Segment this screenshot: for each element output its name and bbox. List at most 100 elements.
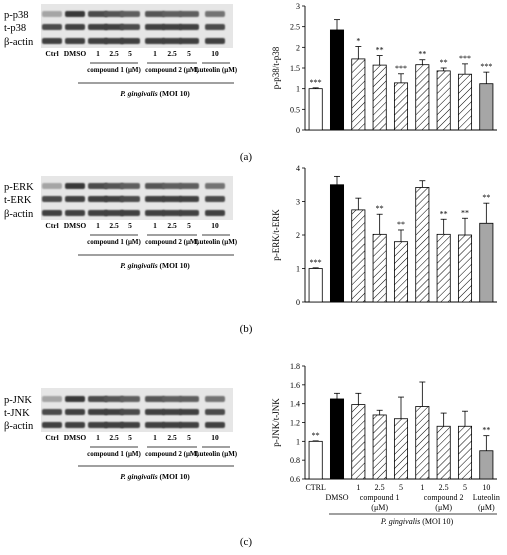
bar xyxy=(308,440,323,480)
blot-band xyxy=(205,11,225,17)
blot-band xyxy=(205,196,225,202)
bar xyxy=(479,83,494,131)
blot-group-label: compound 2 (μM) xyxy=(145,66,199,74)
blot-lane-label: 5 xyxy=(187,221,191,230)
bar xyxy=(351,209,366,303)
blot-lane-label: 10 xyxy=(211,221,219,230)
x-label-dose: 1 xyxy=(356,483,360,492)
significance-marker: *** xyxy=(459,54,471,63)
x-label-group: compound 1 xyxy=(360,493,400,502)
y-tick-label: 0.6 xyxy=(290,475,300,484)
blot-lane-label: DMSO xyxy=(64,49,87,58)
bar xyxy=(329,184,345,303)
y-tick-label: 0 xyxy=(296,298,300,307)
blot-band xyxy=(179,38,199,44)
blot-lane-label: Ctrl xyxy=(45,49,58,58)
blot-group-label: Luteolin (μM) xyxy=(195,238,238,246)
y-tick-label: 2 xyxy=(296,43,300,52)
blot-row-label: t-ERK xyxy=(4,195,32,206)
bar xyxy=(457,234,473,303)
blot-band xyxy=(145,422,165,428)
panel-b-letter: (b) xyxy=(240,323,253,335)
blot-band xyxy=(205,38,225,44)
x-label-dose: 2.5 xyxy=(375,483,385,492)
blot-band xyxy=(145,11,165,17)
blot-band xyxy=(179,183,199,189)
y-tick-label: 3 xyxy=(296,198,300,207)
blot-group-label: compound 1 (μM) xyxy=(87,238,141,246)
bar xyxy=(372,233,387,303)
blot-lane-label: 1 xyxy=(153,49,157,58)
blot-band xyxy=(162,183,182,189)
y-tick-label: 4 xyxy=(296,164,300,173)
blot-lane-label: 2.5 xyxy=(167,221,177,230)
blot-band xyxy=(88,196,108,202)
x-infection-label: P. gingivalis (MOI 10) xyxy=(380,517,454,526)
blot-band xyxy=(65,409,85,415)
blot-lane-label: 10 xyxy=(211,49,219,58)
blot-lane-label: 5 xyxy=(187,49,191,58)
panel-c-western-blot: p-JNK t-JNK β-actin Ctrl DMSO 1 2.5 5 1 2.5 5 10 com… xyxy=(4,388,238,481)
significance-marker: ** xyxy=(440,209,448,218)
blot-infection-label: P. gingivalis (MOI 10) xyxy=(120,261,190,270)
blot-band xyxy=(104,196,124,202)
blot-band xyxy=(65,183,85,189)
blot-band xyxy=(145,210,165,216)
bar xyxy=(393,241,409,303)
blot-lane-label: 1 xyxy=(96,221,100,230)
blot-band xyxy=(104,210,124,216)
blot-band xyxy=(42,196,62,202)
blot-band xyxy=(162,11,182,17)
blot-lane-label: 5 xyxy=(128,221,132,230)
panel-a-bar-chart: 00.511.522.53p-p38/t-p38 ************* ***… xyxy=(271,2,497,135)
blot-infection-label: P. gingivalis (MOI 10) xyxy=(120,89,190,98)
blot-band xyxy=(205,396,225,402)
bar xyxy=(329,29,345,131)
significance-marker: *** xyxy=(310,258,322,267)
bar xyxy=(415,187,430,303)
significance-marker: ** xyxy=(482,426,490,435)
blot-lane-label: 1 xyxy=(96,49,100,58)
blot-band xyxy=(65,396,85,402)
significance-marker: *** xyxy=(310,78,322,87)
blot-band xyxy=(88,409,108,415)
panel-a-western-blot: p-p38 t-p38 β-actin Ctrl DMSO 1 2.5 5 1 2.5 5 10 com… xyxy=(4,4,238,98)
blot-band xyxy=(88,210,108,216)
significance-marker: ** xyxy=(376,204,384,213)
blot-band xyxy=(120,210,140,216)
blot-lane-label: 1 xyxy=(153,433,157,442)
blot-lane-label: 2.5 xyxy=(109,49,119,58)
blot-band xyxy=(42,210,62,216)
blot-band xyxy=(120,422,140,428)
x-label-ctrl: CTRL xyxy=(305,483,326,492)
blot-band xyxy=(120,11,140,17)
blot-band xyxy=(42,24,62,30)
blot-lane-label: Ctrl xyxy=(45,433,58,442)
significance-marker: *** xyxy=(480,62,492,71)
blot-band xyxy=(42,11,62,17)
panel-c-bar-chart: 0.6 0.8 1 1.2 1.4 1.6 1.8 p-JNK/t-JNK ** ** CTRLDM… xyxy=(271,362,500,526)
blot-band xyxy=(104,11,124,17)
blot-group-label: compound 1 (μM) xyxy=(87,66,141,74)
significance-marker: * xyxy=(356,37,360,46)
blot-band xyxy=(104,409,124,415)
y-tick-label: 1.5 xyxy=(290,64,300,73)
blot-band xyxy=(162,396,182,402)
blot-band xyxy=(205,24,225,30)
blot-band xyxy=(120,24,140,30)
blot-lane-label: DMSO xyxy=(64,433,87,442)
y-tick-label: 0.5 xyxy=(290,105,300,114)
blot-band xyxy=(42,422,62,428)
bar xyxy=(479,222,494,303)
blot-band xyxy=(162,409,182,415)
blot-row-label: p-JNK xyxy=(4,395,32,406)
bar xyxy=(393,418,409,480)
blot-band xyxy=(104,183,124,189)
blot-band xyxy=(120,183,140,189)
blot-row-label: β-actin xyxy=(4,421,34,432)
blot-band xyxy=(205,409,225,415)
significance-marker: ** xyxy=(376,46,384,55)
blot-band xyxy=(162,38,182,44)
blot-band xyxy=(145,38,165,44)
blot-band xyxy=(120,38,140,44)
